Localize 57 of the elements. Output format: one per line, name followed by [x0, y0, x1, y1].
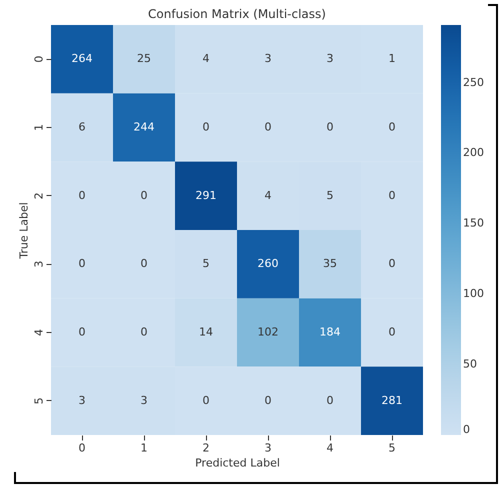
y-tick-label: 0 — [32, 56, 46, 63]
data-label: 1 — [388, 52, 396, 66]
data-label: 0 — [78, 326, 86, 338]
data-label: 102 — [258, 326, 278, 338]
x-tick-label: 5 — [388, 442, 396, 454]
data-label: 0 — [78, 188, 86, 202]
data-label: 0 — [388, 120, 396, 134]
data-label: 0 — [140, 257, 148, 270]
chart-title: Confusion Matrix (Multi-class) — [148, 7, 326, 21]
data-label: 5 — [202, 257, 210, 270]
data-label: 3 — [140, 394, 148, 407]
color-bar-label: 100 — [463, 287, 484, 300]
data-label: 0 — [388, 326, 396, 338]
data-label: 4 — [264, 188, 272, 202]
color-bar-label: 0 — [463, 423, 470, 436]
data-label: 264 — [72, 52, 92, 66]
x-tick-label: 0 — [78, 442, 86, 454]
y-tick-label: 3 — [32, 260, 46, 268]
x-tick-label: 1 — [140, 442, 148, 454]
data-label: 0 — [78, 257, 86, 270]
data-label: 0 — [388, 188, 396, 202]
data-label: 0 — [140, 188, 148, 202]
y-tick-label: 4 — [32, 329, 46, 336]
y-tick-label: 2 — [32, 192, 46, 200]
data-label: 0 — [264, 394, 272, 407]
data-label: 0 — [326, 120, 334, 134]
y-tick-label: 5 — [32, 397, 46, 404]
data-label: 6 — [78, 120, 86, 134]
data-label: 184 — [320, 326, 340, 338]
data-label: 14 — [199, 326, 213, 338]
data-label: 3 — [326, 52, 334, 66]
data-label: 0 — [264, 120, 272, 134]
color-bar-label: 150 — [463, 216, 484, 230]
data-label: 3 — [78, 394, 86, 407]
color-bar-label: 200 — [463, 146, 484, 160]
data-label: 25 — [137, 52, 151, 66]
data-label: 3 — [264, 52, 272, 66]
data-label: 281 — [382, 394, 402, 407]
data-label: 4 — [202, 52, 210, 66]
data-label: 0 — [326, 394, 334, 407]
color-bar-label: 250 — [463, 76, 484, 89]
x-tick-label: 3 — [264, 442, 272, 454]
data-label: 291 — [196, 188, 216, 202]
y-tick-label: 1 — [32, 124, 46, 131]
color-bar-label: 50 — [463, 358, 477, 371]
data-label: 0 — [202, 120, 210, 134]
x-tick-label: 2 — [202, 442, 210, 454]
data-label: 0 — [202, 394, 210, 407]
data-label: 35 — [323, 257, 337, 270]
y-axis-title: True Label — [18, 202, 30, 260]
data-label: 5 — [326, 188, 334, 202]
data-label: 260 — [258, 257, 278, 270]
x-tick-label: 4 — [326, 442, 334, 454]
x-axis-title: Predicted Label — [195, 456, 280, 470]
data-label: 244 — [134, 120, 154, 134]
data-label: 0 — [388, 257, 396, 270]
data-label: 0 — [140, 326, 148, 338]
